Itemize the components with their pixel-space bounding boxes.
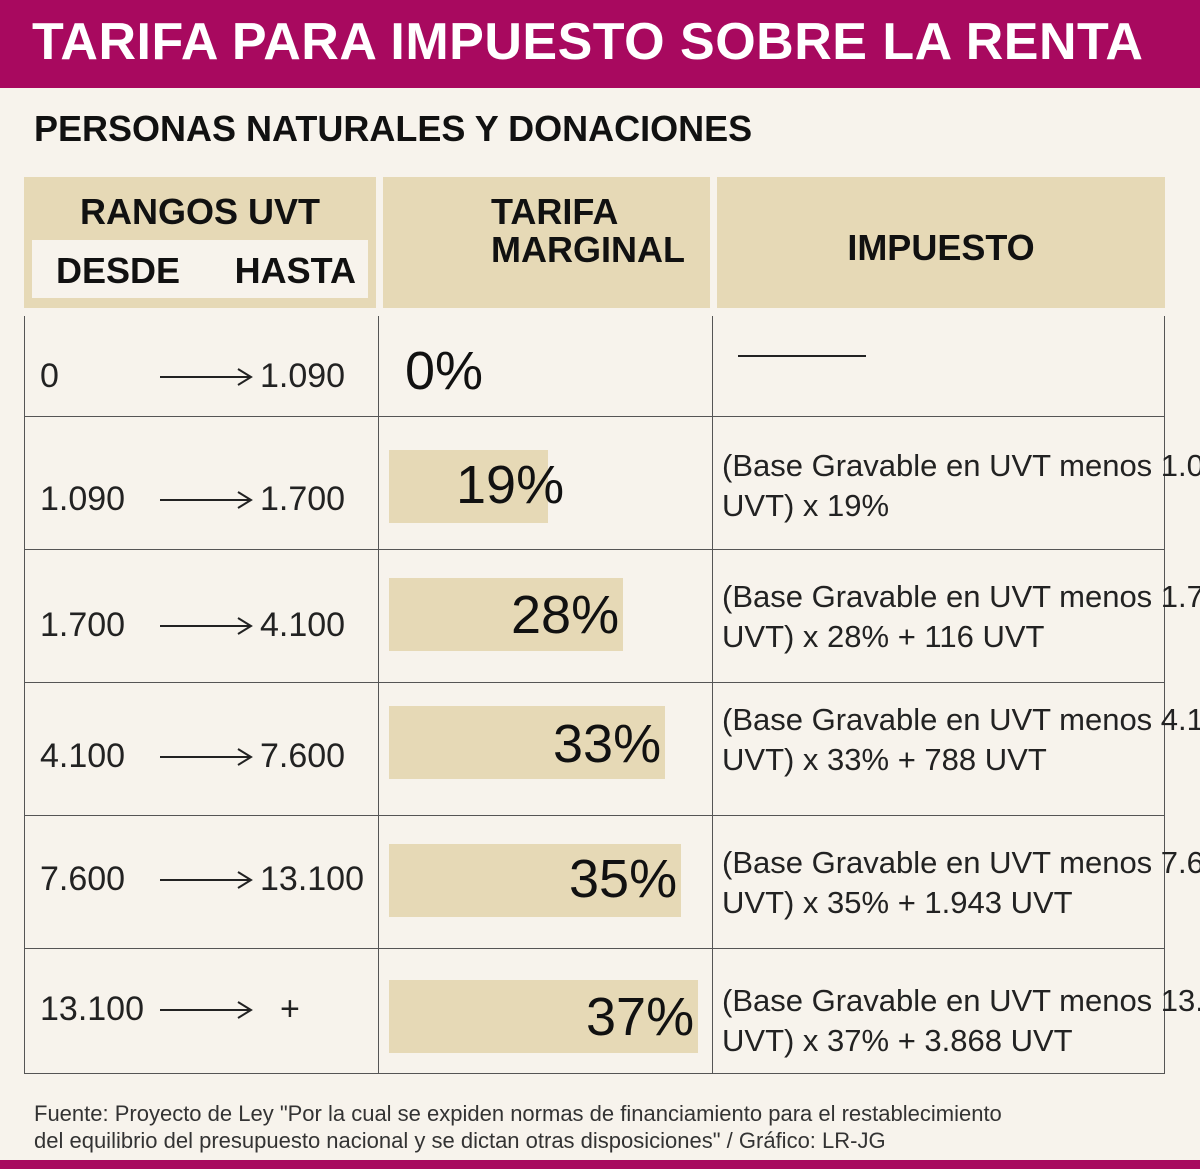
header-ranges: RANGOS UVT DESDE HASTA bbox=[24, 177, 376, 308]
bottom-bar bbox=[0, 1160, 1200, 1169]
cell-hasta: 4.100 bbox=[260, 606, 346, 644]
rate-bar bbox=[389, 980, 698, 1053]
impuesto-line-1: (Base Gravable en UVT menos 4.100 bbox=[722, 702, 1200, 737]
arrow-right-icon bbox=[160, 1001, 253, 1019]
impuesto-line-1: (Base Gravable en UVT menos 1.090 bbox=[722, 448, 1200, 483]
cell-impuesto: (Base Gravable en UVT menos 1.700 UVT) x … bbox=[722, 577, 1200, 657]
header-ranges-sub: DESDE HASTA bbox=[32, 240, 368, 298]
header-desde: DESDE bbox=[56, 250, 181, 291]
cell-impuesto: (Base Gravable en UVT menos 1.090 UVT) x … bbox=[722, 446, 1200, 526]
header-tarifa-line1: TARIFA bbox=[491, 191, 619, 232]
chart-title: TARIFA PARA IMPUESTO SOBRE LA RENTA bbox=[32, 13, 1144, 71]
header-tarifa: TARIFA MARGINAL bbox=[383, 177, 710, 308]
tax-table bbox=[24, 316, 1165, 1074]
cell-desde: 1.090 bbox=[40, 480, 126, 518]
header-impuesto-text: IMPUESTO bbox=[847, 227, 1035, 268]
cell-hasta: + bbox=[280, 990, 300, 1028]
header-tarifa-line2: MARGINAL bbox=[491, 229, 685, 270]
rate-bar bbox=[389, 844, 681, 917]
header-impuesto: IMPUESTO bbox=[717, 177, 1165, 308]
cell-desde: 0 bbox=[40, 357, 59, 395]
cell-desde: 13.100 bbox=[40, 990, 144, 1028]
row-divider bbox=[24, 815, 1165, 816]
arrow-right-icon bbox=[160, 748, 253, 766]
row-divider bbox=[24, 416, 1165, 417]
column-divider bbox=[378, 316, 379, 1074]
impuesto-line-2: UVT) x 37% + 3.868 UVT bbox=[722, 1023, 1073, 1058]
header-hasta: HASTA bbox=[234, 250, 356, 291]
row-divider bbox=[24, 948, 1165, 949]
row-divider bbox=[24, 682, 1165, 683]
rate-label: 37% bbox=[586, 987, 695, 1047]
rate-label: 19% bbox=[456, 455, 565, 515]
cell-hasta: 7.600 bbox=[260, 737, 346, 775]
rate-bar bbox=[389, 578, 623, 651]
no-tax-dash bbox=[738, 355, 866, 357]
row-divider bbox=[24, 549, 1165, 550]
impuesto-line-2: UVT) x 35% + 1.943 UVT bbox=[722, 885, 1073, 920]
rate-bar bbox=[389, 450, 548, 523]
rate-label: 33% bbox=[553, 714, 662, 774]
source-line-1: Fuente: Proyecto de Ley "Por la cual se … bbox=[34, 1101, 1002, 1126]
title-bar: TARIFA PARA IMPUESTO SOBRE LA RENTA bbox=[0, 0, 1200, 88]
source-line-2: del equilibrio del presupuesto nacional … bbox=[34, 1128, 886, 1153]
arrow-right-icon bbox=[160, 871, 253, 889]
cell-hasta: 1.700 bbox=[260, 480, 346, 518]
cell-impuesto: (Base Gravable en UVT menos 4.100 UVT) x … bbox=[722, 700, 1200, 780]
rate-label: 35% bbox=[569, 849, 678, 909]
arrow-right-icon bbox=[160, 368, 253, 386]
chart-subtitle: PERSONAS NATURALES Y DONACIONES bbox=[34, 108, 753, 149]
impuesto-line-1: (Base Gravable en UVT menos 13.100 bbox=[722, 983, 1200, 1018]
arrow-right-icon bbox=[160, 617, 253, 635]
rate-label: 28% bbox=[511, 585, 620, 645]
impuesto-line-2: UVT) x 28% + 116 UVT bbox=[722, 619, 1045, 654]
source-note: Fuente: Proyecto de Ley "Por la cual se … bbox=[34, 1100, 1002, 1154]
impuesto-line-2: UVT) x 33% + 788 UVT bbox=[722, 742, 1047, 777]
impuesto-line-2: UVT) x 19% bbox=[722, 488, 890, 523]
cell-hasta: 13.100 bbox=[260, 860, 364, 898]
header-ranges-title: RANGOS UVT bbox=[79, 191, 320, 232]
cell-desde: 4.100 bbox=[40, 737, 126, 775]
impuesto-line-1: (Base Gravable en UVT menos 7.600 bbox=[722, 845, 1200, 880]
rate-label: 0% bbox=[405, 341, 484, 401]
rate-bar bbox=[389, 706, 665, 779]
cell-desde: 1.700 bbox=[40, 606, 126, 644]
cell-impuesto: (Base Gravable en UVT menos 7.600 UVT) x … bbox=[722, 843, 1200, 923]
cell-desde: 7.600 bbox=[40, 860, 126, 898]
column-divider bbox=[712, 316, 713, 1074]
cell-impuesto: (Base Gravable en UVT menos 13.100 UVT) x… bbox=[722, 981, 1200, 1061]
impuesto-line-1: (Base Gravable en UVT menos 1.700 bbox=[722, 579, 1200, 614]
arrow-right-icon bbox=[160, 491, 253, 509]
cell-hasta: 1.090 bbox=[260, 357, 346, 395]
